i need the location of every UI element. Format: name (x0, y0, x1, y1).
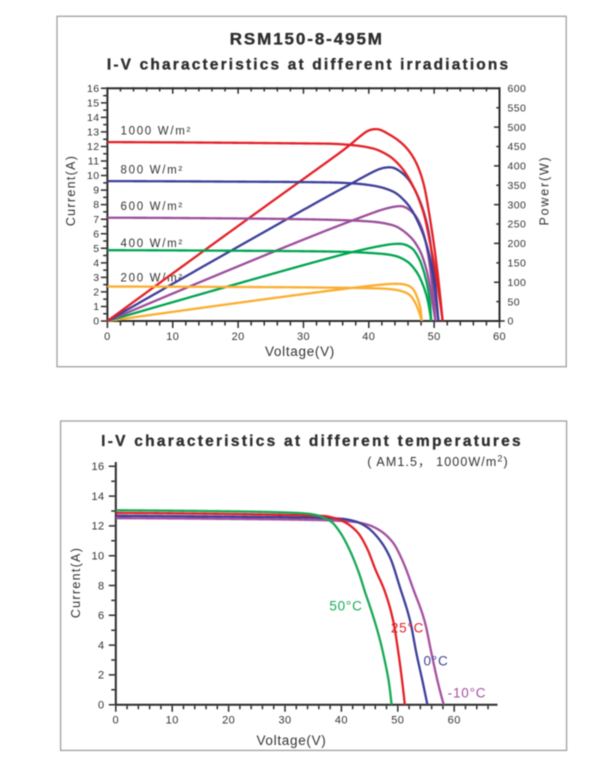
svg-text:200: 200 (508, 238, 527, 250)
svg-text:350: 350 (508, 180, 527, 192)
svg-text:0: 0 (104, 331, 111, 343)
svg-text:40: 40 (362, 331, 375, 343)
svg-text:11: 11 (88, 156, 100, 168)
svg-text:600: 600 (508, 83, 527, 95)
svg-text:60: 60 (493, 331, 506, 343)
svg-text:0: 0 (98, 700, 105, 712)
svg-text:2: 2 (98, 670, 105, 682)
svg-text:Current(A): Current(A) (69, 547, 83, 618)
svg-text:6: 6 (93, 228, 99, 240)
svg-text:13: 13 (87, 127, 99, 139)
svg-text:RSM150-8-495M: RSM150-8-495M (230, 30, 384, 49)
svg-text:0: 0 (508, 316, 514, 328)
svg-text:150: 150 (508, 258, 527, 270)
svg-text:10: 10 (166, 715, 179, 727)
svg-text:5: 5 (93, 243, 99, 255)
svg-text:1000 W/m²: 1000 W/m² (121, 126, 193, 138)
svg-text:60: 60 (448, 715, 461, 727)
svg-text:20: 20 (232, 331, 245, 343)
svg-text:3: 3 (93, 272, 99, 284)
svg-text:0: 0 (113, 715, 120, 727)
svg-text:30: 30 (278, 715, 291, 727)
svg-text:Voltage(V): Voltage(V) (256, 733, 326, 748)
svg-text:100: 100 (508, 277, 527, 289)
svg-text:400 W/m²: 400 W/m² (121, 238, 184, 250)
svg-text:250: 250 (508, 219, 527, 231)
svg-text:500: 500 (508, 122, 527, 134)
svg-text:25°C: 25°C (391, 621, 424, 636)
svg-text:I-V characteristics at differe: I-V characteristics at different tempera… (101, 433, 523, 450)
svg-text:10: 10 (87, 170, 99, 182)
svg-text:1: 1 (93, 301, 99, 313)
svg-text:16: 16 (87, 83, 99, 95)
svg-text:4: 4 (93, 257, 99, 269)
svg-text:20: 20 (222, 715, 235, 727)
svg-text:7: 7 (93, 214, 99, 226)
svg-text:15: 15 (87, 97, 99, 109)
svg-text:10: 10 (91, 551, 104, 563)
svg-text:Power(W): Power(W) (537, 156, 551, 226)
svg-text:Current(A): Current(A) (64, 155, 78, 226)
svg-text:10: 10 (166, 331, 179, 343)
svg-text:14: 14 (87, 112, 99, 124)
svg-text:9: 9 (93, 185, 99, 197)
svg-text:4: 4 (98, 640, 105, 652)
svg-text:14: 14 (91, 491, 104, 503)
svg-text:50: 50 (428, 331, 441, 343)
svg-text:8: 8 (98, 580, 105, 592)
svg-text:2: 2 (93, 287, 99, 299)
svg-text:I-V characteristics at differe: I-V characteristics at different irradia… (107, 57, 510, 74)
svg-text:0: 0 (93, 316, 99, 328)
svg-text:50: 50 (508, 296, 520, 308)
svg-text:8: 8 (93, 199, 99, 211)
svg-text:50°C: 50°C (329, 599, 362, 614)
svg-text:800 W/m²: 800 W/m² (121, 165, 184, 177)
svg-text:30: 30 (297, 331, 310, 343)
svg-text:300: 300 (508, 199, 527, 211)
svg-text:550: 550 (508, 102, 527, 114)
svg-text:( AM1.5， 1000W/m2): ( AM1.5， 1000W/m2) (367, 454, 509, 470)
svg-text:-10°C: -10°C (448, 686, 487, 701)
svg-text:12: 12 (87, 141, 99, 153)
svg-text:600 W/m²: 600 W/m² (121, 201, 184, 213)
svg-text:400: 400 (508, 161, 527, 173)
svg-text:16: 16 (91, 461, 104, 473)
svg-text:12: 12 (91, 521, 104, 533)
svg-text:Voltage(V): Voltage(V) (265, 344, 335, 359)
svg-text:40: 40 (335, 715, 348, 727)
svg-text:450: 450 (508, 141, 527, 153)
svg-text:6: 6 (98, 610, 105, 622)
svg-text:200 W/m²: 200 W/m² (121, 272, 184, 284)
svg-text:50: 50 (391, 715, 404, 727)
svg-text:0°C: 0°C (423, 654, 448, 669)
